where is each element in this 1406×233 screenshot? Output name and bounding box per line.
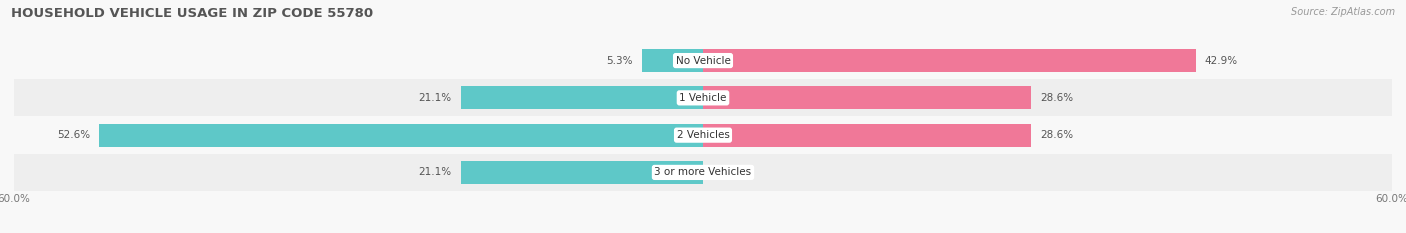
Text: 28.6%: 28.6%	[1040, 93, 1074, 103]
Text: 21.1%: 21.1%	[419, 168, 451, 177]
Text: 52.6%: 52.6%	[56, 130, 90, 140]
Text: Source: ZipAtlas.com: Source: ZipAtlas.com	[1291, 7, 1395, 17]
Bar	[14, 42, 1392, 79]
Text: 5.3%: 5.3%	[606, 56, 633, 65]
Text: 1 Vehicle: 1 Vehicle	[679, 93, 727, 103]
Bar	[14, 79, 1392, 116]
Text: 28.6%: 28.6%	[1040, 130, 1074, 140]
Text: 21.1%: 21.1%	[419, 93, 451, 103]
Bar	[703, 86, 1032, 110]
Bar	[703, 123, 1032, 147]
Text: HOUSEHOLD VEHICLE USAGE IN ZIP CODE 55780: HOUSEHOLD VEHICLE USAGE IN ZIP CODE 5578…	[11, 7, 374, 20]
Bar	[98, 123, 703, 147]
Text: 42.9%: 42.9%	[1205, 56, 1237, 65]
Text: No Vehicle: No Vehicle	[675, 56, 731, 65]
Text: 2 Vehicles: 2 Vehicles	[676, 130, 730, 140]
Bar	[461, 86, 703, 110]
Bar	[703, 49, 1195, 72]
Text: 3 or more Vehicles: 3 or more Vehicles	[654, 168, 752, 177]
Bar	[14, 116, 1392, 154]
Text: 0.0%: 0.0%	[713, 168, 738, 177]
Bar	[461, 161, 703, 184]
Bar	[14, 154, 1392, 191]
Bar	[643, 49, 703, 72]
